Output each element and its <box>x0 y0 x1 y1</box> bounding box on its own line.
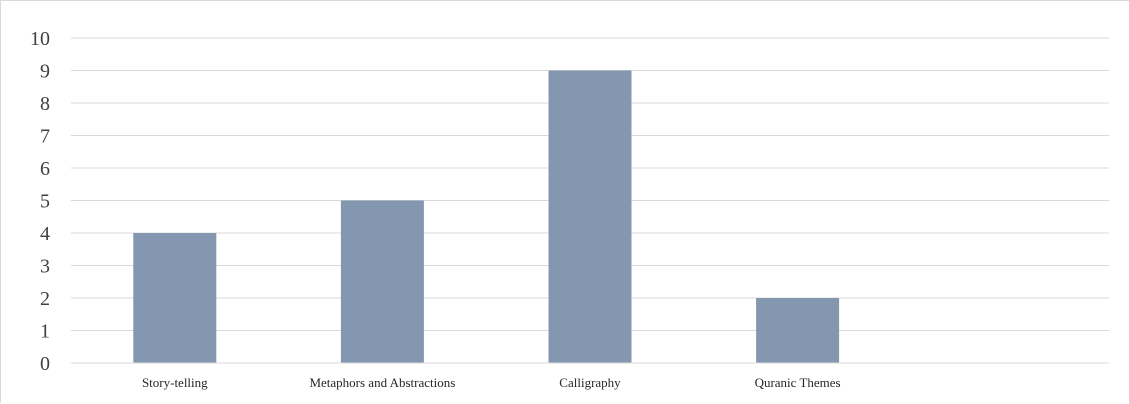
y-tick-label-3: 3 <box>40 256 50 278</box>
x-category-label-metaphors-and-abstractions: Metaphors and Abstractions <box>309 375 455 390</box>
bar-story-telling <box>133 233 217 363</box>
y-tick-label-6: 6 <box>40 158 50 180</box>
y-tick-label-5: 5 <box>40 191 50 213</box>
y-tick-labels: 0 1 2 3 4 5 6 7 8 9 10 <box>30 28 50 375</box>
x-category-labels: Story-telling Metaphors and Abstractions C… <box>142 375 841 390</box>
bar-calligraphy <box>548 70 632 363</box>
x-category-label-quranic-themes: Quranic Themes <box>755 375 841 390</box>
bar-quranic-themes <box>756 298 840 363</box>
x-category-label-calligraphy: Calligraphy <box>559 375 621 390</box>
y-tick-label-1: 1 <box>40 321 50 343</box>
y-tick-label-2: 2 <box>40 288 50 310</box>
x-category-label-story-telling: Story-telling <box>142 375 208 390</box>
y-tick-label-9: 9 <box>40 61 50 83</box>
y-tick-label-7: 7 <box>40 126 50 148</box>
y-tick-label-10: 10 <box>30 28 50 50</box>
y-tick-label-0: 0 <box>40 353 50 375</box>
y-tick-label-4: 4 <box>40 223 50 245</box>
y-tick-label-8: 8 <box>40 93 50 115</box>
bar-metaphors-and-abstractions <box>340 200 424 363</box>
bars <box>133 70 840 363</box>
